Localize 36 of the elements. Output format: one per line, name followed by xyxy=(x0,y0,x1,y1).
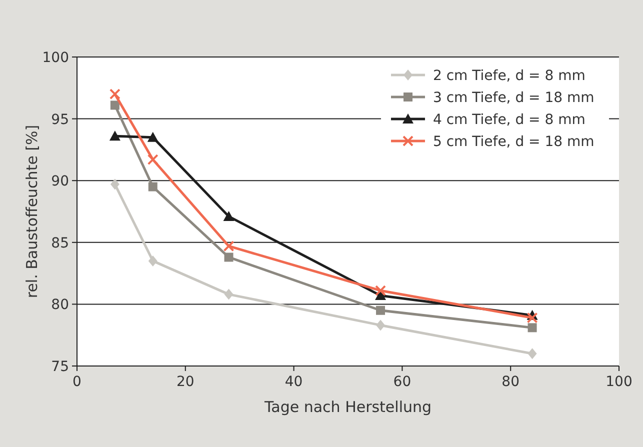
point xyxy=(223,210,234,221)
legend-label: 5 cm Tiefe, d = 18 mm xyxy=(433,134,594,150)
y-tick-label: 85 xyxy=(51,235,69,252)
x-tick-label: 0 xyxy=(72,374,82,390)
point xyxy=(110,100,120,110)
point xyxy=(147,154,158,166)
legend-label: 4 cm Tiefe, d = 8 mm xyxy=(433,112,586,128)
point xyxy=(110,178,120,190)
y-tick-label: 75 xyxy=(51,359,69,375)
point xyxy=(148,255,158,266)
point xyxy=(147,132,158,142)
y-tick-label: 80 xyxy=(51,297,69,314)
x-tick-label: 80 xyxy=(502,374,520,390)
y-tick-label: 90 xyxy=(51,174,69,190)
y-axis-title: rel. Baustoffeuchte [%] xyxy=(23,124,41,298)
point xyxy=(109,88,120,100)
point xyxy=(223,240,234,252)
y-tick-label: 100 xyxy=(42,50,69,66)
legend-label: 2 cm Tiefe, d = 8 mm xyxy=(433,68,586,84)
point xyxy=(376,306,386,315)
x-tick-label: 60 xyxy=(393,374,412,390)
point xyxy=(376,320,386,331)
x-tick-label: 100 xyxy=(606,374,632,390)
point xyxy=(148,182,158,192)
point xyxy=(526,312,538,324)
y-tick-label: 95 xyxy=(51,112,69,128)
point xyxy=(109,130,120,141)
x-tick-label: 20 xyxy=(176,374,194,390)
point xyxy=(224,252,234,262)
point xyxy=(224,288,234,300)
legend-label: 3 cm Tiefe, d = 18 mm xyxy=(433,90,594,106)
point xyxy=(528,323,537,332)
x-axis-title: Tage nach Herstellung xyxy=(263,398,432,416)
point xyxy=(528,348,537,360)
x-tick-label: 40 xyxy=(284,374,303,390)
point xyxy=(375,285,386,296)
